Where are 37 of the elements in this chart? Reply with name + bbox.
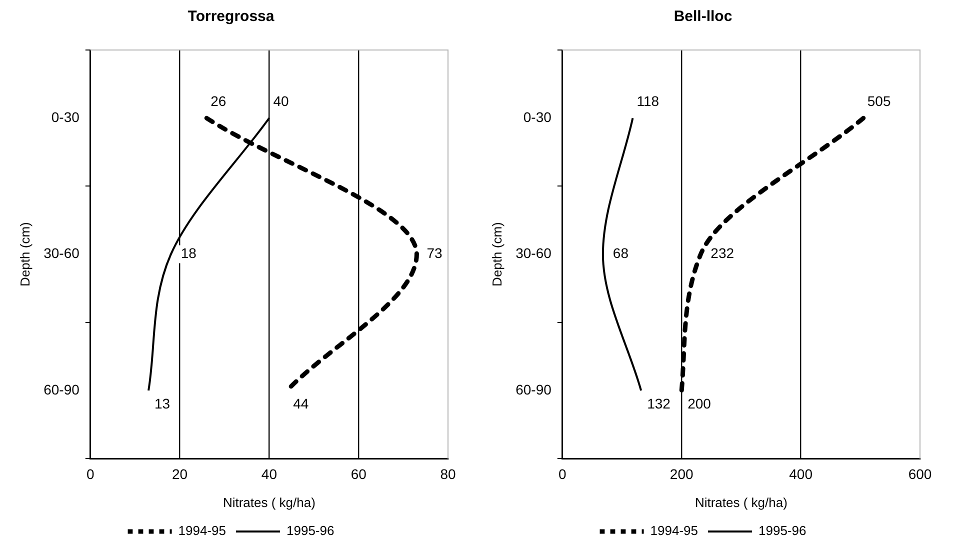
legend-label: 1995-96 xyxy=(286,523,334,538)
chart-title: Torregrossa xyxy=(188,8,275,26)
legend-label: 1995-96 xyxy=(758,523,806,538)
y-tick-label: 60-90 xyxy=(516,381,552,398)
x-tick-label: 80 xyxy=(440,466,456,482)
data-label: 40 xyxy=(273,92,289,109)
y-tick-label: 30-60 xyxy=(44,245,80,262)
x-tick-label: 600 xyxy=(908,466,932,482)
y-tick-label: 0-30 xyxy=(523,108,552,125)
data-label: 132 xyxy=(647,395,671,412)
data-label: 505 xyxy=(867,92,891,109)
legend-label: 1994-95 xyxy=(650,523,698,538)
x-tick-label: 20 xyxy=(172,466,188,482)
data-label: 118 xyxy=(636,92,660,109)
y-tick-label: 30-60 xyxy=(516,245,552,262)
x-tick-label: 400 xyxy=(789,466,813,482)
y-axis-title: Depth (cm) xyxy=(489,222,504,286)
chart-title: Bell-lloc xyxy=(674,8,732,26)
x-axis-title: Nitrates ( kg/ha) xyxy=(222,494,316,510)
x-tick-label: 0 xyxy=(558,466,567,482)
data-label: 26 xyxy=(210,92,226,109)
y-tick-label: 60-90 xyxy=(44,381,80,398)
data-label: 13 xyxy=(154,395,170,412)
x-tick-label: 200 xyxy=(670,466,694,482)
x-axis-title: Nitrates ( kg/ha) xyxy=(694,494,788,510)
y-tick-label: 0-30 xyxy=(51,108,80,125)
data-label: 200 xyxy=(688,395,712,412)
data-label: 44 xyxy=(293,395,309,412)
data-label: 73 xyxy=(426,245,442,262)
x-tick-label: 60 xyxy=(350,466,367,482)
data-label: 18 xyxy=(180,245,197,262)
x-tick-label: 40 xyxy=(261,466,278,482)
y-axis-title: Depth (cm) xyxy=(17,222,32,286)
data-label: 68 xyxy=(612,245,629,262)
legend-label: 1994-95 xyxy=(178,523,226,538)
x-tick-label: 0 xyxy=(86,466,95,482)
data-label: 232 xyxy=(710,245,734,262)
